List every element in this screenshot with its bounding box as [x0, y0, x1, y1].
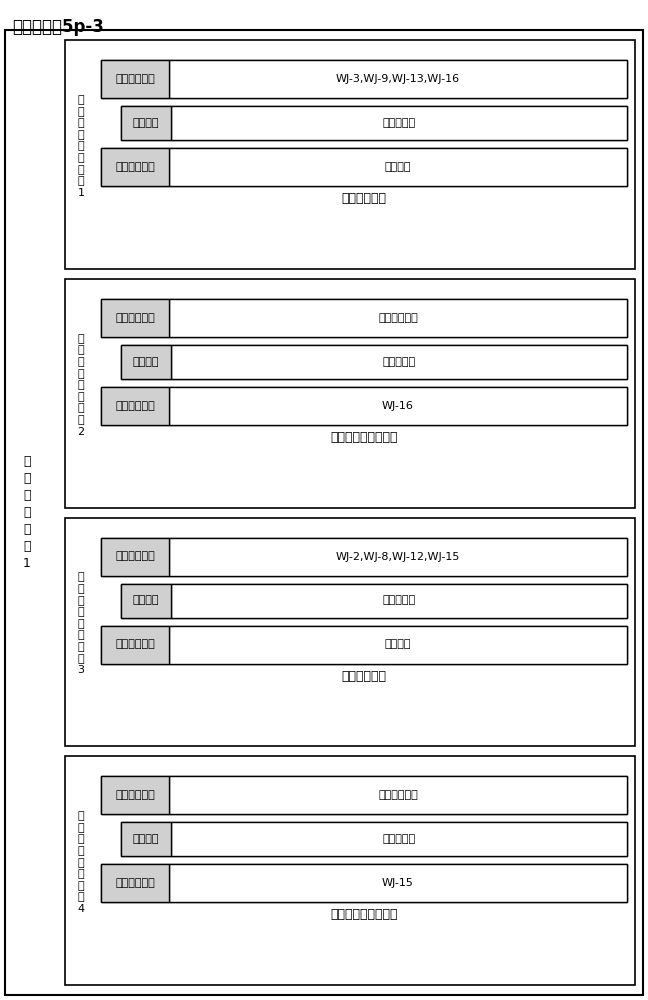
Text: 数据输出单元: 数据输出单元 — [115, 640, 155, 650]
Bar — [101, 60, 627, 98]
Text: 异或，移位: 异或，移位 — [382, 834, 415, 844]
Bar — [169, 626, 627, 664]
Bar — [121, 822, 171, 856]
Bar — [101, 387, 627, 425]
Bar — [101, 776, 627, 814]
Bar — [65, 756, 635, 985]
Text: 异或，移位: 异或，移位 — [382, 357, 415, 367]
Text: WJ-15: WJ-15 — [382, 878, 414, 888]
Bar — [121, 822, 627, 856]
Bar — [169, 538, 627, 576]
Text: 中间数据: 中间数据 — [385, 162, 411, 172]
Text: 可
重
构
阵
列
运
算
行
2: 可 重 构 阵 列 运 算 行 2 — [78, 334, 84, 437]
Text: 数据输出单元: 数据输出单元 — [115, 162, 155, 172]
Text: 异或，移位: 异或，移位 — [382, 595, 415, 605]
Bar — [101, 148, 627, 186]
Bar — [65, 518, 635, 746]
Bar — [121, 584, 171, 617]
Bar — [101, 148, 169, 186]
Bar — [171, 822, 627, 856]
Bar — [101, 387, 169, 425]
Bar — [101, 626, 627, 664]
Text: 输出到下一行: 输出到下一行 — [341, 670, 386, 682]
Text: 输出到通用寄存器堆: 输出到通用寄存器堆 — [330, 431, 398, 444]
Bar — [169, 299, 627, 337]
Text: 可
重
构
阵
列
运
算
行
3: 可 重 构 阵 列 运 算 行 3 — [78, 572, 84, 675]
Bar — [101, 626, 169, 664]
Text: 数据输出单元: 数据输出单元 — [115, 878, 155, 888]
Text: 数据输入单元: 数据输入单元 — [115, 552, 155, 562]
Bar — [101, 538, 627, 576]
Bar — [101, 864, 169, 902]
Bar — [101, 60, 169, 98]
Bar — [121, 584, 627, 617]
Text: 上行中间数据: 上行中间数据 — [378, 790, 418, 800]
Text: 配置流程图5p-3: 配置流程图5p-3 — [12, 18, 104, 36]
Text: 可
重
构
阵
列
运
算
行
1: 可 重 构 阵 列 运 算 行 1 — [78, 95, 84, 198]
Text: 可
重
构
阵
列
块
1: 可 重 构 阵 列 块 1 — [23, 455, 31, 570]
Bar — [101, 776, 169, 814]
Bar — [121, 106, 627, 140]
Bar — [101, 299, 169, 337]
Text: 数据输入单元: 数据输入单元 — [115, 790, 155, 800]
Bar — [65, 279, 635, 508]
Text: 可
重
构
阵
列
运
算
行
4: 可 重 构 阵 列 运 算 行 4 — [78, 811, 84, 914]
Text: WJ-16: WJ-16 — [382, 401, 414, 411]
Bar — [169, 60, 627, 98]
Text: 中间数据: 中间数据 — [385, 640, 411, 650]
Bar — [65, 40, 635, 269]
Bar — [121, 345, 171, 379]
Text: 运算单元: 运算单元 — [133, 595, 159, 605]
Text: 运算单元: 运算单元 — [133, 834, 159, 844]
Bar — [101, 864, 627, 902]
Bar — [121, 345, 627, 379]
Text: 上行中间数据: 上行中间数据 — [378, 313, 418, 323]
Bar — [101, 538, 169, 576]
Text: 数据输入单元: 数据输入单元 — [115, 313, 155, 323]
Bar — [169, 148, 627, 186]
Text: WJ-3,WJ-9,WJ-13,WJ-16: WJ-3,WJ-9,WJ-13,WJ-16 — [336, 74, 460, 84]
Bar — [169, 776, 627, 814]
Bar — [171, 345, 627, 379]
Bar — [171, 584, 627, 617]
Text: 数据输入单元: 数据输入单元 — [115, 74, 155, 84]
Text: 异或，移位: 异或，移位 — [382, 118, 415, 128]
Text: 输出到通用寄存器堆: 输出到通用寄存器堆 — [330, 908, 398, 921]
Text: 数据输出单元: 数据输出单元 — [115, 401, 155, 411]
Bar — [169, 387, 627, 425]
Text: WJ-2,WJ-8,WJ-12,WJ-15: WJ-2,WJ-8,WJ-12,WJ-15 — [336, 552, 460, 562]
Text: 运算单元: 运算单元 — [133, 357, 159, 367]
Bar — [121, 106, 171, 140]
Bar — [101, 299, 627, 337]
Text: 运算单元: 运算单元 — [133, 118, 159, 128]
Text: 输出到下一行: 输出到下一行 — [341, 192, 386, 205]
Bar — [169, 864, 627, 902]
Bar — [171, 106, 627, 140]
